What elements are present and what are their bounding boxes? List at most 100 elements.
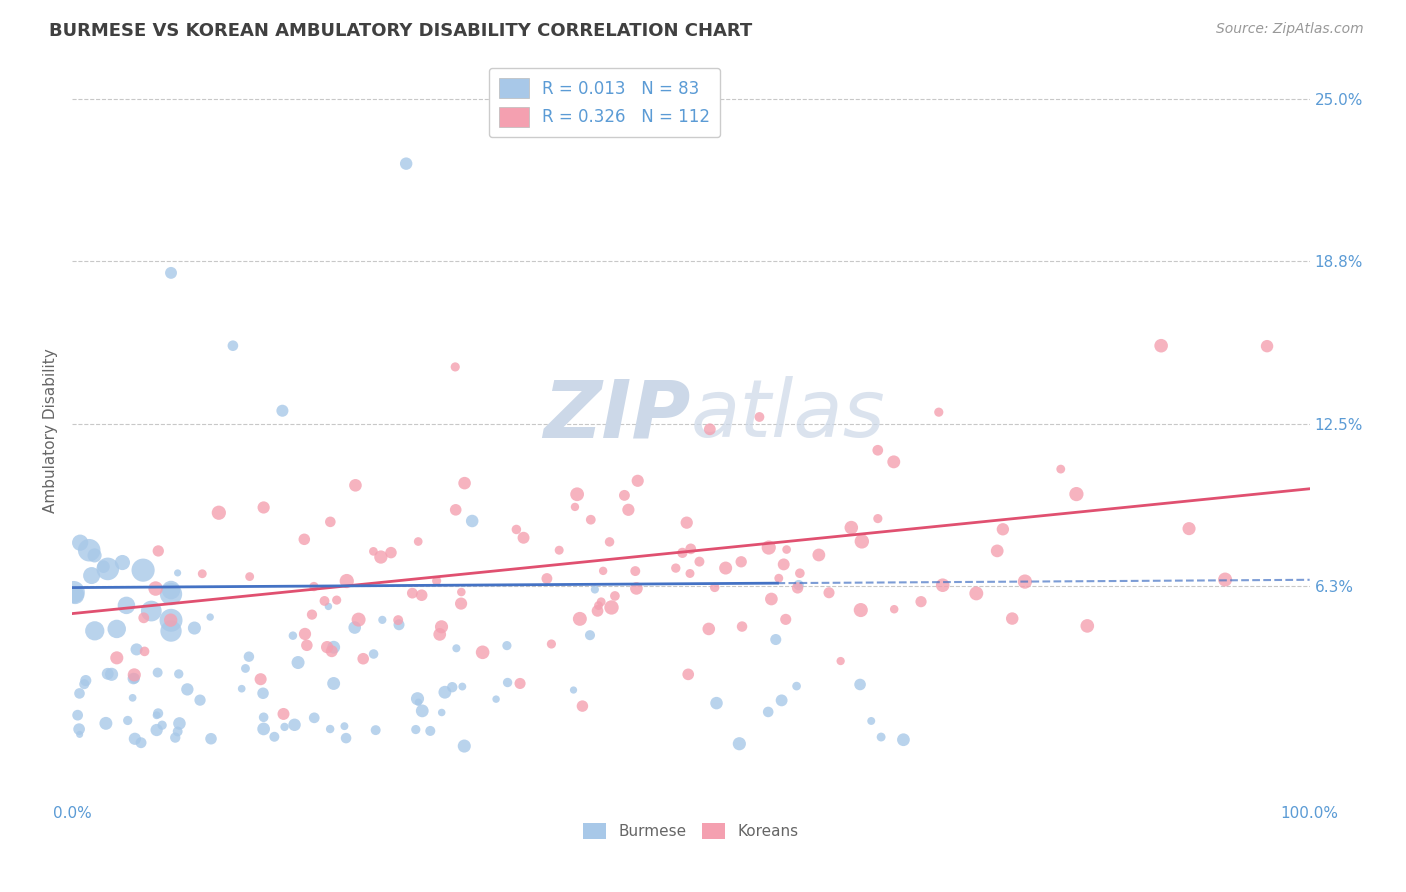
Point (371, 613, 394, 627)
Point (676, 667, 699, 681)
Point (731, 619, 754, 633)
Point (613, 488, 636, 502)
Point (125, 642, 148, 657)
Point (626, 582, 648, 596)
Point (789, 566, 811, 581)
Point (83, 549, 105, 563)
Point (100, 667, 122, 681)
Point (849, 677, 872, 691)
Point (292, 533, 315, 547)
Point (986, 544, 1008, 558)
Point (281, 629, 304, 643)
Point (134, 644, 156, 658)
Point (249, 672, 271, 686)
Point (910, 595, 932, 609)
Point (603, 589, 626, 603)
Point (688, 555, 710, 569)
Point (496, 675, 519, 690)
Point (65, 588, 87, 602)
Point (453, 739, 475, 753)
Point (433, 685, 456, 699)
Point (991, 522, 1014, 536)
Point (406, 691, 429, 706)
Point (411, 588, 433, 602)
Point (364, 723, 387, 738)
Point (588, 599, 610, 613)
Point (387, 613, 409, 627)
Point (830, 654, 852, 668)
Point (145, 708, 167, 723)
Point (748, 409, 770, 424)
Point (325, 593, 347, 607)
Point (166, 724, 188, 739)
Point (122, 672, 145, 686)
Point (786, 679, 808, 693)
Point (405, 723, 427, 737)
Point (222, 339, 245, 353)
Legend: Burmese, Koreans: Burmese, Koreans (578, 817, 804, 845)
Text: BURMESE VS KOREAN AMBULATORY DISABILITY CORRELATION CHART: BURMESE VS KOREAN AMBULATORY DISABILITY … (49, 22, 752, 40)
Point (761, 592, 783, 607)
Point (166, 566, 188, 580)
Point (66, 708, 89, 723)
Point (430, 706, 453, 720)
Point (160, 266, 183, 280)
Point (786, 581, 808, 595)
Point (294, 627, 316, 641)
Point (253, 500, 276, 515)
Point (273, 706, 295, 721)
Point (770, 693, 793, 707)
Point (129, 736, 152, 750)
Point (318, 599, 340, 614)
Point (141, 604, 163, 618)
Point (395, 156, 418, 170)
Point (94, 716, 117, 731)
Point (706, 696, 728, 710)
Point (352, 651, 374, 665)
Point (160, 582, 183, 597)
Point (316, 640, 339, 654)
Point (509, 676, 531, 690)
Point (347, 613, 370, 627)
Point (1001, 611, 1024, 625)
Point (450, 585, 472, 599)
Point (697, 622, 720, 636)
Point (775, 612, 797, 626)
Point (283, 718, 305, 732)
Point (883, 602, 905, 616)
Point (302, 580, 325, 594)
Point (562, 683, 585, 698)
Point (287, 656, 309, 670)
Point (860, 714, 883, 728)
Point (146, 665, 169, 680)
Point (62, 585, 84, 599)
Point (851, 534, 873, 549)
Point (505, 523, 527, 537)
Point (1256, 339, 1278, 353)
Point (80, 568, 103, 582)
Point (579, 628, 602, 642)
Point (336, 574, 359, 588)
Point (83, 624, 105, 638)
Point (419, 723, 441, 738)
Point (450, 597, 472, 611)
Point (273, 720, 295, 734)
Point (591, 595, 613, 609)
Point (1014, 574, 1036, 589)
Point (380, 546, 402, 560)
Point (322, 640, 344, 655)
Point (461, 514, 484, 528)
Point (235, 661, 257, 675)
Point (430, 620, 453, 634)
Point (571, 699, 593, 714)
Point (1049, 462, 1071, 476)
Point (471, 645, 494, 659)
Point (1076, 619, 1098, 633)
Point (159, 613, 181, 627)
Point (198, 610, 221, 624)
Point (200, 731, 222, 746)
Point (333, 719, 356, 733)
Point (787, 578, 810, 592)
Point (1178, 522, 1201, 536)
Point (446, 641, 468, 656)
